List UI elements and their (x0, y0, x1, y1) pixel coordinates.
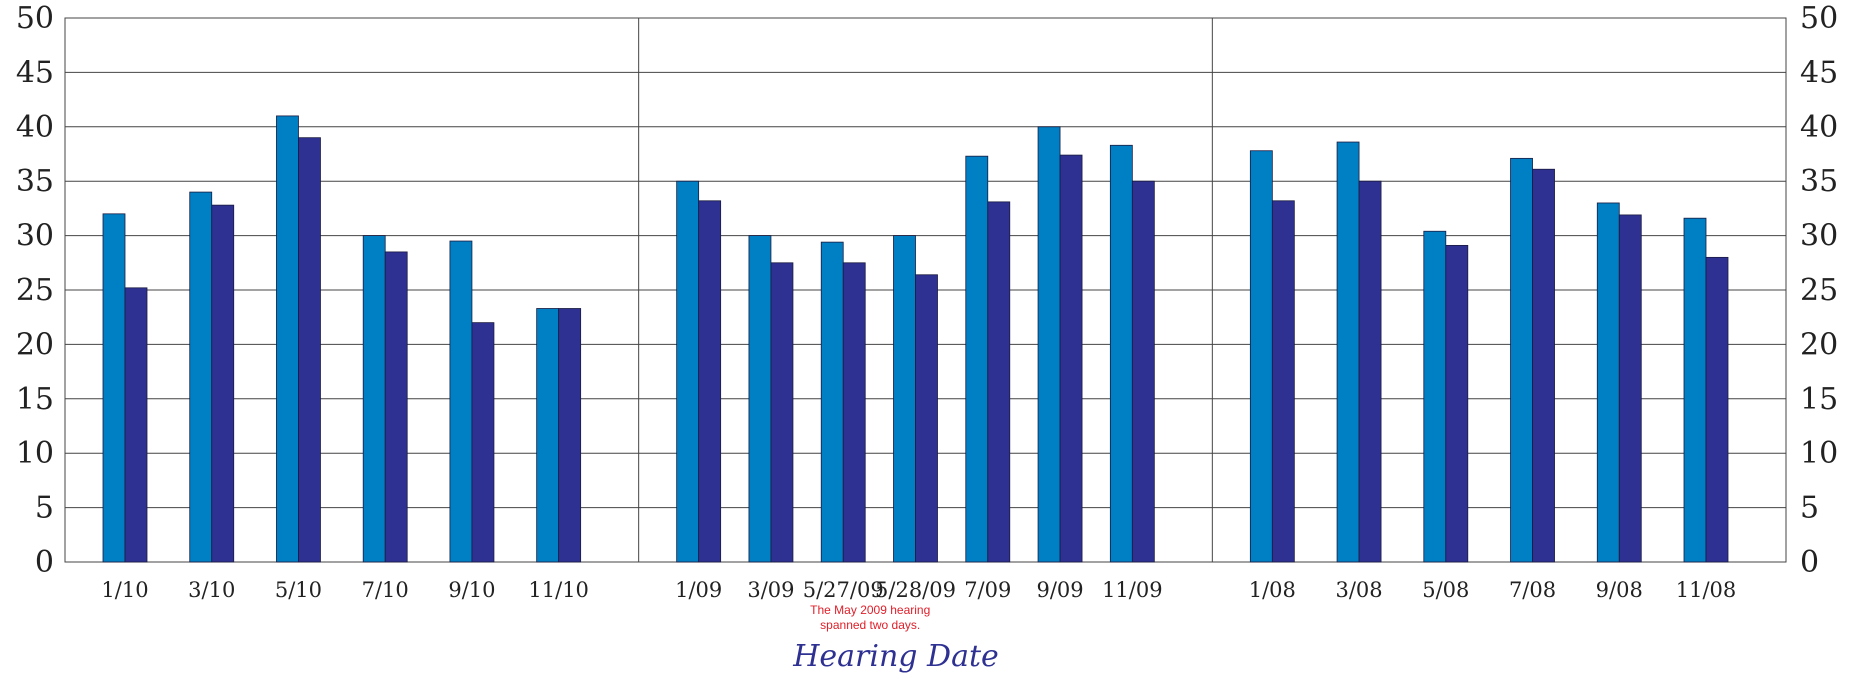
bar-3-09-series-2 (770, 262, 794, 563)
category-label: 1/10 (101, 578, 148, 602)
y-tick-label-left: 25 (16, 273, 54, 308)
y-tick-label-right: 25 (1800, 273, 1838, 308)
bar-9-10-series-1 (449, 240, 473, 563)
y-tick-label-right: 35 (1800, 164, 1838, 199)
annotation-line: The May 2009 hearing (810, 603, 930, 617)
y-tick-label-right: 0 (1800, 545, 1819, 580)
bar-1-08-series-1 (1249, 150, 1273, 563)
bar-1-09-series-1 (676, 180, 700, 563)
bar-9-09-series-2 (1059, 154, 1083, 563)
category-label: 9/10 (448, 578, 495, 602)
bar-1-10-series-1 (102, 213, 126, 563)
y-tick-label-left: 20 (16, 327, 54, 362)
category-label: 11/10 (528, 578, 589, 602)
bars-layer (102, 115, 1729, 563)
bar-11-09-series-1 (1109, 144, 1133, 563)
category-label: 5/08 (1422, 578, 1469, 602)
bar-5-10-series-2 (298, 137, 321, 563)
bar-5-10-series-1 (276, 115, 299, 563)
labels-layer: 0 0 5 5 10 10 15 15 20 20 25 25 30 30 35 35 40 40 45 45 50 50… (16, 1, 1838, 632)
bar-11-08-series-1 (1683, 217, 1707, 563)
bar-5-27-09-series-2 (842, 262, 866, 563)
bar-5-28-09-series-2 (915, 274, 938, 563)
bar-3-08-series-2 (1358, 180, 1382, 563)
category-label: 9/08 (1596, 578, 1643, 602)
bar-1-08-series-2 (1271, 200, 1295, 563)
y-tick-label-left: 50 (16, 1, 54, 36)
category-label: 1/08 (1249, 578, 1296, 602)
bar-5-08-series-1 (1423, 230, 1447, 563)
y-tick-label-right: 20 (1800, 327, 1838, 362)
bar-7-08-series-1 (1510, 157, 1533, 563)
y-tick-label-left: 45 (16, 55, 54, 90)
category-label: 5/10 (275, 578, 322, 602)
y-tick-label-left: 5 (35, 491, 54, 526)
category-label: 7/09 (964, 578, 1011, 602)
bar-11-10-series-1 (536, 308, 560, 563)
y-tick-label-left: 0 (35, 545, 54, 580)
y-tick-label-right: 15 (1800, 382, 1838, 417)
bar-1-09-series-2 (698, 200, 722, 563)
bar-3-10-series-1 (189, 191, 213, 563)
bar-9-08-series-1 (1596, 202, 1620, 563)
bar-7-08-series-2 (1532, 168, 1555, 563)
category-label: 1/09 (675, 578, 722, 602)
bar-11-10-series-2 (558, 308, 582, 563)
category-label: 5/27/09 (803, 578, 884, 602)
bar-9-09-series-1 (1037, 126, 1061, 563)
bar-3-08-series-1 (1336, 141, 1360, 563)
y-tick-label-right: 40 (1800, 110, 1838, 145)
bar-5-28-09-series-1 (893, 235, 916, 563)
bar-1-10-series-2 (124, 287, 148, 563)
bar-11-09-series-2 (1131, 180, 1155, 563)
category-label: 11/08 (1676, 578, 1737, 602)
bar-7-09-series-1 (965, 155, 989, 563)
bar-7-09-series-2 (987, 201, 1011, 563)
category-label: 3/09 (747, 578, 794, 602)
y-tick-label-right: 5 (1800, 491, 1819, 526)
x-axis-label: Hearing Date (792, 639, 999, 674)
category-label: 7/10 (362, 578, 409, 602)
bar-5-27-09-series-1 (820, 241, 844, 563)
category-label: 5/28/09 (875, 578, 956, 602)
bar-9-10-series-2 (471, 322, 495, 563)
y-tick-label-left: 15 (16, 382, 54, 417)
category-label: 3/10 (188, 578, 235, 602)
y-tick-label-left: 35 (16, 164, 54, 199)
bar-9-08-series-2 (1618, 214, 1642, 563)
bar-7-10-series-2 (384, 251, 408, 563)
bar-11-08-series-2 (1705, 256, 1729, 563)
category-label: 11/09 (1102, 578, 1163, 602)
bar-5-08-series-2 (1445, 244, 1469, 563)
category-label: 3/08 (1335, 578, 1382, 602)
y-tick-label-right: 50 (1800, 1, 1838, 36)
annotation-line: spanned two days. (820, 618, 920, 632)
bar-7-10-series-1 (362, 235, 386, 563)
y-tick-label-right: 30 (1800, 219, 1838, 254)
y-tick-label-left: 30 (16, 219, 54, 254)
y-tick-label-left: 40 (16, 110, 54, 145)
bar-3-10-series-2 (211, 204, 235, 563)
bar-3-09-series-1 (748, 235, 772, 563)
y-tick-label-right: 10 (1800, 436, 1838, 471)
y-tick-label-right: 45 (1800, 55, 1838, 90)
y-tick-label-left: 10 (16, 436, 54, 471)
category-label: 7/08 (1509, 578, 1556, 602)
category-label: 9/09 (1036, 578, 1083, 602)
